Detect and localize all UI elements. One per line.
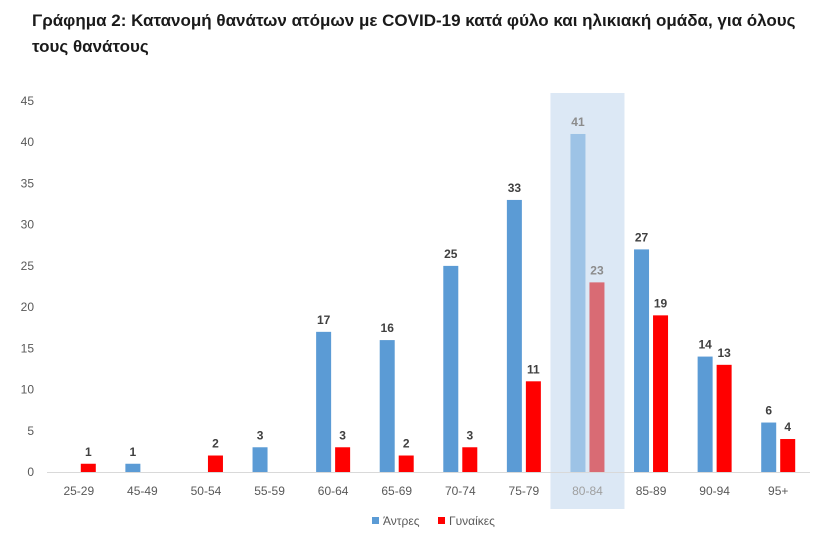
bar-men-90-94 bbox=[697, 356, 713, 472]
y-tick-label: 15 bbox=[21, 341, 35, 355]
legend-label: Γυναίκες bbox=[449, 514, 495, 528]
bar-men-80-84 bbox=[570, 133, 586, 472]
data-label: 23 bbox=[590, 263, 604, 277]
bar-men-85-89 bbox=[634, 249, 650, 472]
y-tick-label: 45 bbox=[21, 94, 35, 108]
data-label: 27 bbox=[635, 230, 649, 244]
bar-women-75-79 bbox=[525, 381, 541, 472]
bar-men-60-64 bbox=[316, 331, 332, 472]
y-tick-label: 35 bbox=[21, 176, 35, 190]
bar-women-60-64 bbox=[335, 447, 351, 472]
data-label: 41 bbox=[571, 115, 585, 129]
data-label: 3 bbox=[257, 428, 264, 442]
x-tick-label: 90-94 bbox=[699, 484, 730, 498]
data-label: 4 bbox=[784, 420, 791, 434]
chart-title: Γράφημα 2: Κατανομή θανάτων ατόμων με CO… bbox=[32, 11, 796, 56]
x-tick-label: 85-89 bbox=[636, 484, 667, 498]
legend-swatch bbox=[372, 517, 379, 524]
y-tick-label: 25 bbox=[21, 259, 35, 273]
data-label: 14 bbox=[698, 338, 712, 352]
data-label: 2 bbox=[212, 437, 219, 451]
bar-women-65-69 bbox=[398, 455, 414, 472]
bar-women-25-29 bbox=[80, 463, 96, 472]
data-label: 13 bbox=[717, 346, 731, 360]
bar-men-45-49 bbox=[125, 463, 141, 472]
y-tick-label: 0 bbox=[27, 465, 34, 479]
bar-men-70-74 bbox=[443, 265, 459, 472]
bar-women-50-54 bbox=[207, 455, 223, 472]
x-tick-label: 65-69 bbox=[381, 484, 412, 498]
data-label: 1 bbox=[130, 445, 137, 459]
x-tick-label: 75-79 bbox=[509, 484, 540, 498]
x-tick-label: 25-29 bbox=[63, 484, 94, 498]
x-tick-label: 80-84 bbox=[572, 484, 603, 498]
data-label: 3 bbox=[339, 428, 346, 442]
bar-men-55-59 bbox=[252, 447, 268, 472]
data-label: 33 bbox=[508, 181, 522, 195]
highlight-band bbox=[550, 93, 625, 509]
bar-women-85-89 bbox=[653, 315, 669, 472]
legend-swatch bbox=[438, 517, 445, 524]
data-label: 19 bbox=[654, 296, 668, 310]
bar-women-70-74 bbox=[462, 447, 478, 472]
data-label: 3 bbox=[466, 428, 473, 442]
y-tick-label: 30 bbox=[21, 218, 35, 232]
x-tick-label: 70-74 bbox=[445, 484, 476, 498]
y-tick-label: 40 bbox=[21, 135, 35, 149]
bar-men-65-69 bbox=[379, 340, 395, 472]
y-tick-label: 5 bbox=[27, 424, 34, 438]
legend-label: Άντρες bbox=[383, 514, 420, 528]
data-label: 1 bbox=[85, 445, 92, 459]
x-tick-label: 55-59 bbox=[254, 484, 285, 498]
bar-women-90-94 bbox=[716, 364, 732, 472]
data-label: 11 bbox=[527, 362, 540, 376]
data-label: 2 bbox=[403, 437, 410, 451]
x-tick-label: 60-64 bbox=[318, 484, 349, 498]
bar-women-80-84 bbox=[589, 282, 605, 472]
data-label: 16 bbox=[381, 321, 395, 335]
bar-men-75-79 bbox=[506, 199, 522, 472]
bar-women-95+ bbox=[780, 439, 796, 472]
bar-men-95+ bbox=[761, 422, 777, 472]
data-label: 25 bbox=[444, 247, 458, 261]
x-tick-label: 95+ bbox=[768, 484, 788, 498]
data-label: 17 bbox=[317, 313, 331, 327]
y-tick-label: 10 bbox=[21, 383, 35, 397]
data-label: 6 bbox=[765, 404, 772, 418]
x-tick-label: 45-49 bbox=[127, 484, 158, 498]
y-tick-label: 20 bbox=[21, 300, 35, 314]
x-tick-label: 50-54 bbox=[191, 484, 222, 498]
